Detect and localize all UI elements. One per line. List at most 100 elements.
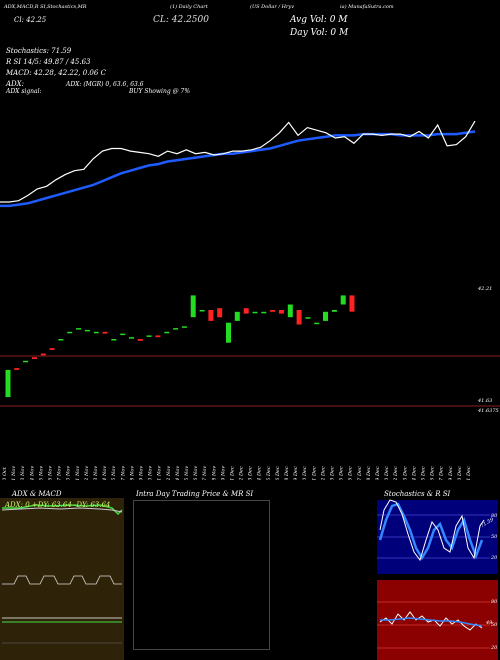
candle bbox=[49, 348, 55, 350]
date-tick-label: 14 Nov bbox=[102, 466, 108, 480]
date-tick-label: 18 Nov bbox=[129, 466, 135, 480]
adx-values: ADX: (MGR) 0, 63.6, 63.6 bbox=[66, 81, 144, 88]
rsi-scale-50: 50 bbox=[491, 622, 498, 628]
date-tick-label: 18 Dec bbox=[366, 466, 372, 480]
date-tick-label: 17 Nov bbox=[120, 466, 126, 480]
date-tick-label: 06 Dec bbox=[275, 466, 281, 480]
date-tick-label: 25 Nov bbox=[184, 466, 190, 480]
date-tick-label: 20 Dec bbox=[384, 466, 390, 480]
date-tick-label: 27 Nov bbox=[202, 466, 208, 480]
candle bbox=[296, 310, 302, 325]
date-tick-label: 15 Nov bbox=[111, 466, 117, 480]
candle bbox=[120, 333, 126, 336]
date-tick-label: 20 Nov bbox=[148, 466, 154, 480]
candle bbox=[287, 304, 293, 318]
candle bbox=[208, 310, 214, 321]
stochastics-readout: Stochastics: 71.59 bbox=[6, 47, 72, 55]
candle bbox=[146, 335, 152, 337]
candle bbox=[270, 310, 276, 312]
candle bbox=[331, 310, 337, 312]
date-tick-label: 10 Dec bbox=[302, 466, 308, 480]
date-tick-label: 24 Nov bbox=[175, 466, 181, 480]
macd-readout: MACD: 42.28, 42.22, 0.06 C bbox=[6, 69, 106, 77]
candle-series bbox=[5, 295, 355, 398]
date-tick-label: 27 Dec bbox=[439, 466, 445, 480]
adx-panel-title: ADX & MACD bbox=[12, 490, 62, 498]
date-tick-label: 19 Dec bbox=[375, 466, 381, 480]
date-tick-label: 23 Dec bbox=[402, 466, 408, 480]
candle bbox=[164, 331, 170, 334]
candle bbox=[226, 322, 231, 343]
candle bbox=[93, 331, 99, 334]
chart-ticker-title: (1) Daily Chart bbox=[170, 4, 208, 10]
date-tick-label: 05 Dec bbox=[266, 466, 272, 480]
date-tick-label: 11 Dec bbox=[311, 466, 317, 480]
buy-signal: BUY Showing @ 7% bbox=[129, 88, 191, 95]
candle bbox=[23, 360, 29, 363]
stoch-lines bbox=[377, 499, 490, 562]
adx-lines bbox=[1, 504, 123, 644]
candle bbox=[314, 322, 320, 325]
date-tick-label: 24 Dec bbox=[411, 466, 417, 480]
date-tick-label: 25 Dec bbox=[421, 466, 427, 480]
date-tick-label: 15 Dec bbox=[339, 466, 345, 480]
day-volume: Day Vol: 0 M bbox=[290, 28, 349, 38]
rsi-readout: R SI 14/5: 49.87 / 45.63 bbox=[6, 58, 91, 66]
candle bbox=[84, 329, 90, 332]
date-tick-label: 08 Dec bbox=[284, 466, 290, 480]
rsi-line bbox=[379, 611, 483, 631]
adx-signal: ADX signal: bbox=[6, 88, 42, 95]
stoch-panel-title: Stochastics & R SI bbox=[384, 490, 451, 498]
candle bbox=[278, 310, 284, 314]
candle bbox=[155, 335, 161, 338]
avg-volume: Avg Vol: 0 M bbox=[290, 15, 348, 25]
adx-minus-di-line bbox=[1, 507, 123, 513]
date-tick-label: 13 Dec bbox=[330, 466, 336, 480]
adx-readout: ADX: bbox=[6, 80, 25, 88]
stoch-k-line bbox=[378, 502, 484, 561]
date-tick-label: 16 Dec bbox=[348, 466, 354, 480]
stoch-d-line bbox=[379, 499, 485, 562]
date-tick-label: 29 Nov bbox=[220, 466, 226, 480]
date-tick-label: 09 Dec bbox=[293, 466, 299, 480]
chart-header-line1: ADX,MACD,R SI,Stochastics,MR bbox=[4, 4, 87, 10]
date-tick-label: 17 Dec bbox=[357, 466, 363, 480]
stoch-scale-50: 50 bbox=[491, 534, 498, 540]
close-big-label: CL: 42.2500 bbox=[153, 15, 209, 25]
intraday-panel bbox=[133, 500, 270, 650]
candle bbox=[32, 357, 37, 359]
price-chart: 30 Oct 01 Nov 03 Nov 04 Nov 05 Nov 06 Nov 07 N… bbox=[0, 120, 500, 480]
date-tick-label: 28 Nov bbox=[211, 466, 217, 480]
candle bbox=[40, 353, 46, 356]
candle bbox=[252, 311, 258, 314]
intraday-panel-title: Intra Day Trading Price & MR SI bbox=[136, 490, 254, 498]
candle bbox=[234, 311, 240, 321]
candle bbox=[173, 328, 179, 330]
date-tick-label: 12 Nov bbox=[84, 466, 90, 480]
date-tick-label: 04 Dec bbox=[257, 466, 263, 480]
candle bbox=[190, 295, 196, 318]
date-tick-label: 26 Nov bbox=[193, 466, 199, 480]
candle bbox=[137, 339, 143, 341]
date-tick-label: 30 Oct bbox=[2, 466, 8, 480]
date-tick-label: 04 Nov bbox=[29, 466, 35, 480]
candle bbox=[102, 331, 108, 334]
date-tick-label: 05 Nov bbox=[38, 466, 44, 480]
close-label: Cl: 42.25 bbox=[14, 16, 47, 24]
date-tick-label: 13 Nov bbox=[93, 466, 99, 480]
date-tick-label: 19 Nov bbox=[139, 466, 145, 480]
date-tick-label: 26 Dec bbox=[430, 466, 436, 480]
date-tick-label: 06 Nov bbox=[48, 466, 54, 480]
rsi-scale-20: 20 bbox=[491, 645, 498, 651]
right-label-lower: 41.63 bbox=[478, 398, 493, 404]
date-tick-label: 22 Nov bbox=[166, 466, 172, 480]
stoch-scale-20: 20 bbox=[491, 555, 498, 561]
candle bbox=[323, 311, 328, 321]
chart-title: (US Dollar / Hryv bbox=[250, 4, 295, 10]
candle bbox=[305, 317, 311, 319]
rsi-value-label: 49 bbox=[486, 620, 493, 626]
date-tick-label: 01 Dec bbox=[230, 466, 236, 480]
date-tick-label: 29 Dec bbox=[448, 466, 454, 480]
right-label-upper: 42.21 bbox=[478, 286, 493, 292]
